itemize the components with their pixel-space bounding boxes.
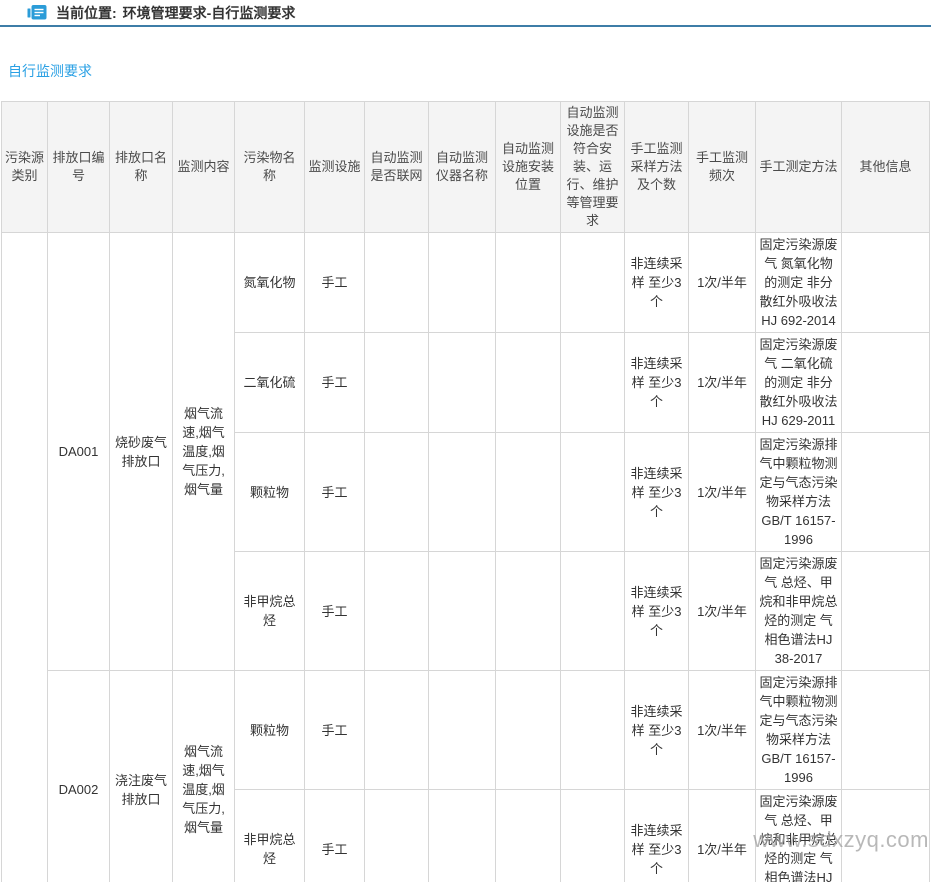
header-outlet-id: 排放口编号 [47,101,110,233]
cell-pollutant: 颗粒物 [234,432,305,552]
cell-frequency: 1次/半年 [688,789,756,882]
cell-auto-instrument [428,670,496,790]
header-manual-method: 手工测定方法 [755,101,842,233]
cell-outlet-name: 烧砂废气排放口 [109,232,173,671]
cell-auto-install-location [495,789,561,882]
cell-outlet-name: 浇注废气排放口 [109,670,173,882]
cell-pollutant: 非甲烷总烃 [234,551,305,671]
header-auto-instrument: 自动监测仪器名称 [428,101,496,233]
cell-manual-method: 固定污染源废气 总烃、甲烷和非甲烷总烃的测定 气相色谱法HJ 38-2017 [755,789,842,882]
header-other-info: 其他信息 [841,101,930,233]
cell-facility: 手工 [304,551,365,671]
header-outlet-name: 排放口名称 [109,101,173,233]
cell-monitor-content: 烟气流速,烟气温度,烟气压力,烟气量 [172,670,235,882]
cell-other-info [841,332,930,433]
cell-manual-method: 固定污染源排气中颗粒物测定与气态污染物采样方法 GB/T 16157-1996 [755,432,842,552]
cell-facility: 手工 [304,789,365,882]
cell-auto-compliance [560,432,625,552]
cell-manual-method: 固定污染源废气 氮氧化物的测定 非分散红外吸收法 HJ 692-2014 [755,232,842,333]
cell-source-category [1,232,48,882]
cell-auto-compliance [560,332,625,433]
cell-auto-compliance [560,232,625,333]
cell-outlet-id: DA002 [47,670,110,882]
cell-auto-networked [364,551,429,671]
cell-auto-install-location [495,551,561,671]
cell-sampling-method: 非连续采样 至少3个 [624,232,689,333]
cell-pollutant: 二氧化硫 [234,332,305,433]
cell-frequency: 1次/半年 [688,670,756,790]
cell-sampling-method: 非连续采样 至少3个 [624,670,689,790]
cell-outlet-id: DA001 [47,232,110,671]
cell-auto-networked [364,332,429,433]
cell-other-info [841,789,930,882]
header-auto-networked: 自动监测是否联网 [364,101,429,233]
cell-auto-networked [364,670,429,790]
cell-auto-install-location [495,432,561,552]
breadcrumb-label: 当前位置: [56,4,117,21]
cell-other-info [841,551,930,671]
header-auto-compliance: 自动监测设施是否符合安装、运行、维护等管理要求 [560,101,625,233]
cell-frequency: 1次/半年 [688,432,756,552]
header-auto-install-location: 自动监测设施安装位置 [495,101,561,233]
cell-auto-instrument [428,432,496,552]
cell-facility: 手工 [304,432,365,552]
cell-facility: 手工 [304,232,365,333]
cell-auto-networked [364,232,429,333]
cell-auto-networked [364,789,429,882]
cell-manual-method: 固定污染源废气 总烃、甲烷和非甲烷总烃的测定 气相色谱法HJ 38-2017 [755,551,842,671]
cell-other-info [841,670,930,790]
cell-pollutant: 非甲烷总烃 [234,789,305,882]
table-row: DA002 浇注废气排放口 烟气流速,烟气温度,烟气压力,烟气量 颗粒物 手工 … [2,670,930,882]
cell-frequency: 1次/半年 [688,332,756,433]
cell-auto-install-location [495,670,561,790]
table-header-row: 污染源类别 排放口编号 排放口名称 监测内容 污染物名称 监测设施 自动监测是否… [1,101,930,233]
cell-monitor-content: 烟气流速,烟气温度,烟气压力,烟气量 [172,232,235,671]
cell-other-info [841,432,930,552]
cell-manual-method: 固定污染源废气 二氧化硫的测定 非分散红外吸收法 HJ 629-2011 [755,332,842,433]
cell-frequency: 1次/半年 [688,232,756,333]
table-row: DA001 烧砂废气排放口 烟气流速,烟气温度,烟气压力,烟气量 氮氧化物 手工… [1,232,930,882]
monitoring-table: 污染源类别 排放口编号 排放口名称 监测内容 污染物名称 监测设施 自动监测是否… [1,101,930,882]
header-monitor-content: 监测内容 [172,101,235,233]
cell-auto-compliance [560,789,625,882]
cell-auto-compliance [560,551,625,671]
cell-auto-instrument [428,232,496,333]
table-row: 颗粒物 手工 非连续采样 至少3个 1次/半年 固定污染源排气中颗粒物测定与气态… [2,432,930,552]
cell-auto-instrument [428,332,496,433]
header-frequency: 手工监测频次 [688,101,756,233]
header-facility: 监测设施 [304,101,365,233]
cell-sampling-method: 非连续采样 至少3个 [624,332,689,433]
cell-auto-install-location [495,232,561,333]
table-row: 二氧化硫 手工 非连续采样 至少3个 1次/半年 固定污染源废气 二氧化硫的测定… [2,332,930,433]
breadcrumb-path: 环境管理要求-自行监测要求 [122,4,296,21]
header-sampling-method: 手工监测采样方法及个数 [624,101,689,233]
cell-facility: 手工 [304,332,365,433]
cell-sampling-method: 非连续采样 至少3个 [624,789,689,882]
table-row: 非甲烷总烃 手工 非连续采样 至少3个 1次/半年 固定污染源废气 总烃、甲烷和… [2,789,930,882]
cell-pollutant: 氮氧化物 [234,232,305,333]
cell-frequency: 1次/半年 [688,551,756,671]
cell-sampling-method: 非连续采样 至少3个 [624,432,689,552]
cell-manual-method: 固定污染源排气中颗粒物测定与气态污染物采样方法 GB/T 16157-1996 [755,670,842,790]
cell-sampling-method: 非连续采样 至少3个 [624,551,689,671]
cell-other-info [841,232,930,333]
header-source-category: 污染源类别 [1,101,48,233]
cell-facility: 手工 [304,670,365,790]
cell-auto-compliance [560,670,625,790]
cell-auto-networked [364,432,429,552]
cell-auto-install-location [495,332,561,433]
cell-auto-instrument [428,789,496,882]
cell-pollutant: 颗粒物 [234,670,305,790]
breadcrumb-bar: 当前位置: 环境管理要求-自行监测要求 [0,0,931,27]
section-title-link[interactable]: 自行监测要求 [8,63,92,79]
cell-auto-instrument [428,551,496,671]
header-pollutant: 污染物名称 [234,101,305,233]
news-icon [27,4,47,21]
